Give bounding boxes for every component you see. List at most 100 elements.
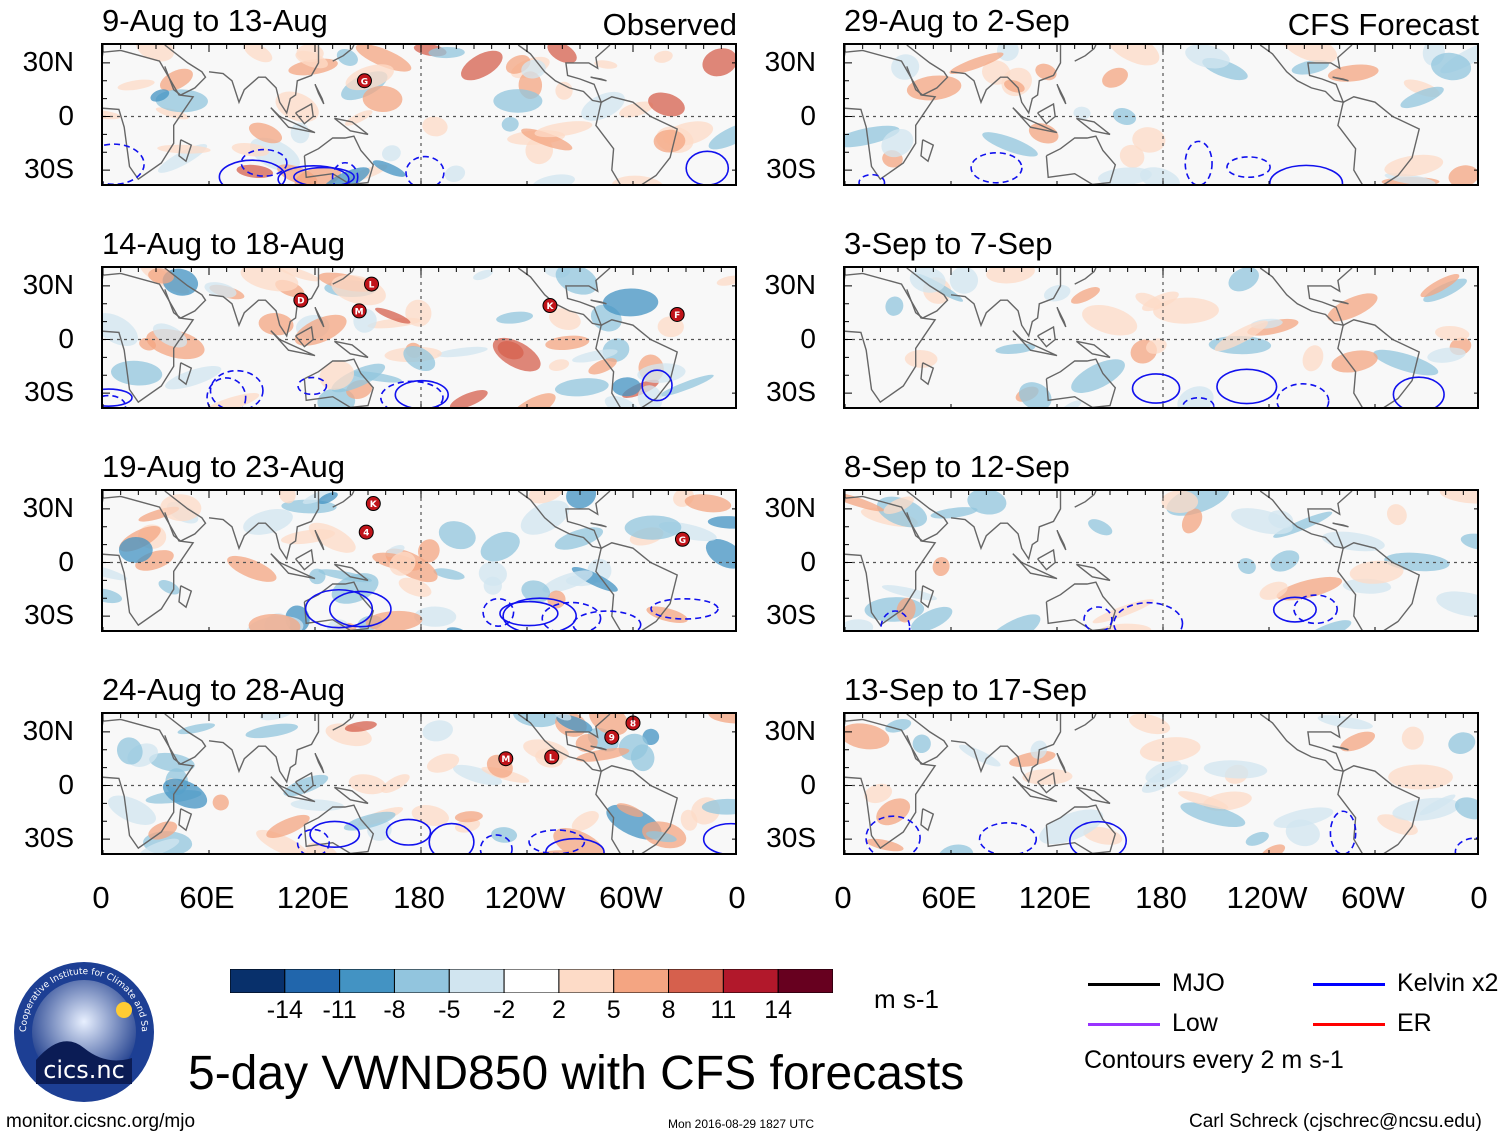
anomaly-shading xyxy=(294,314,347,346)
anomaly-shading xyxy=(553,828,606,853)
anomaly-shading xyxy=(259,714,292,721)
coastline xyxy=(595,96,679,184)
anomaly-shading xyxy=(708,714,735,724)
anomaly-shading xyxy=(986,268,1035,284)
panel-title: 3-Sep to 7-Sep xyxy=(844,226,1053,261)
x-tick-label: 0 xyxy=(728,880,746,915)
anomaly-shading xyxy=(139,838,180,853)
coastline xyxy=(595,765,679,853)
anomaly-shading xyxy=(542,570,593,593)
kelvin-contour xyxy=(641,369,673,402)
anomaly-shading xyxy=(1039,809,1104,845)
kelvin-contour xyxy=(1329,810,1357,853)
coastline xyxy=(270,553,316,580)
anomaly-shading xyxy=(549,308,581,330)
coastline xyxy=(1337,319,1421,407)
anomaly-shading xyxy=(1377,814,1418,836)
kelvin-contour xyxy=(380,380,444,407)
anomaly-shading xyxy=(588,714,629,736)
anomaly-shading xyxy=(344,721,377,732)
coastline xyxy=(950,268,1062,338)
y-tick-label: 30N xyxy=(22,268,74,300)
colorbar-tick-label: 8 xyxy=(661,996,676,1024)
anomaly-shading xyxy=(1448,732,1476,754)
kelvin-contour xyxy=(650,597,719,620)
anomaly-shading xyxy=(1203,760,1268,779)
anomaly-shading xyxy=(659,374,714,397)
coastline xyxy=(1075,786,1111,805)
anomaly-shading xyxy=(1423,278,1467,303)
y-tick-label: 30S xyxy=(766,599,816,631)
coastline xyxy=(1012,330,1058,357)
panel-title: 24-Aug to 28-Aug xyxy=(102,672,346,707)
panel-title: 9-Aug to 13-Aug xyxy=(102,3,328,38)
kelvin-contour xyxy=(858,173,886,184)
map-panel: G xyxy=(101,43,737,186)
kelvin-contour xyxy=(970,151,1023,184)
coastline xyxy=(295,548,314,571)
y-tick-label: 30N xyxy=(22,714,74,746)
coastline xyxy=(1056,306,1067,328)
coastline xyxy=(517,491,611,550)
anomaly-shading xyxy=(1276,576,1343,601)
colorbar-swatch xyxy=(393,968,450,994)
coastline xyxy=(270,107,316,134)
kelvin-contour xyxy=(541,601,602,630)
kelvin-contour xyxy=(1293,594,1338,625)
anomaly-shading xyxy=(938,844,974,853)
coastline xyxy=(270,776,316,803)
x-tick-label: 0 xyxy=(92,880,110,915)
colorbar xyxy=(229,968,834,994)
anomaly-shading xyxy=(449,390,488,407)
anomaly-shading xyxy=(266,814,310,839)
y-tick-label: 0 xyxy=(800,99,816,131)
anomaly-shading xyxy=(653,50,673,63)
anomaly-map: M L 9 8 xyxy=(103,714,735,853)
anomaly-shading xyxy=(381,774,410,793)
anomaly-shading xyxy=(521,580,551,603)
coastline xyxy=(517,45,611,104)
y-tick-label: 30N xyxy=(764,491,816,523)
coastline xyxy=(845,495,937,627)
anomaly-shading xyxy=(528,491,564,504)
anomaly-shading xyxy=(381,145,401,162)
svg-text:4: 4 xyxy=(363,529,369,539)
anomaly-shading xyxy=(845,491,885,512)
coastline xyxy=(906,45,949,96)
coastline xyxy=(1012,553,1058,580)
colorbar-tick-label: -5 xyxy=(438,996,461,1024)
anomaly-shading xyxy=(984,614,1041,630)
coastline xyxy=(1037,102,1056,125)
storm-marker: K xyxy=(365,496,381,512)
anomaly-shading xyxy=(1436,591,1477,618)
coastline xyxy=(1037,325,1056,348)
anomaly-shading xyxy=(480,531,520,562)
x-tick-label: 60E xyxy=(921,880,977,915)
legend-swatch xyxy=(1313,1023,1385,1026)
coastline xyxy=(906,714,949,765)
x-tick-label: 120E xyxy=(276,880,350,915)
coastline xyxy=(517,714,611,773)
anomaly-shading xyxy=(967,491,1007,515)
coastline xyxy=(845,49,937,181)
y-tick-label: 30S xyxy=(24,599,74,631)
source-url[interactable]: monitor.cicsnc.org/mjo xyxy=(6,1111,196,1132)
anomaly-shading xyxy=(521,128,573,151)
anomaly-shading xyxy=(1349,560,1404,584)
anomaly-shading xyxy=(555,81,573,100)
anomaly-shading xyxy=(319,361,355,390)
anomaly-shading xyxy=(1214,320,1268,352)
anomaly-shading xyxy=(548,359,570,371)
coastline xyxy=(333,117,369,136)
kelvin-contour xyxy=(277,165,350,184)
kelvin-contour xyxy=(206,377,247,407)
anomaly-shading xyxy=(227,555,277,582)
coastline xyxy=(950,714,1062,784)
anomaly-shading xyxy=(554,527,604,550)
coastline xyxy=(1056,752,1067,774)
kelvin-contour xyxy=(1113,601,1184,630)
anomaly-shading xyxy=(575,747,630,762)
kelvin-contour xyxy=(1269,164,1344,184)
x-tick-label: 180 xyxy=(1135,880,1187,915)
coastline xyxy=(590,522,607,528)
